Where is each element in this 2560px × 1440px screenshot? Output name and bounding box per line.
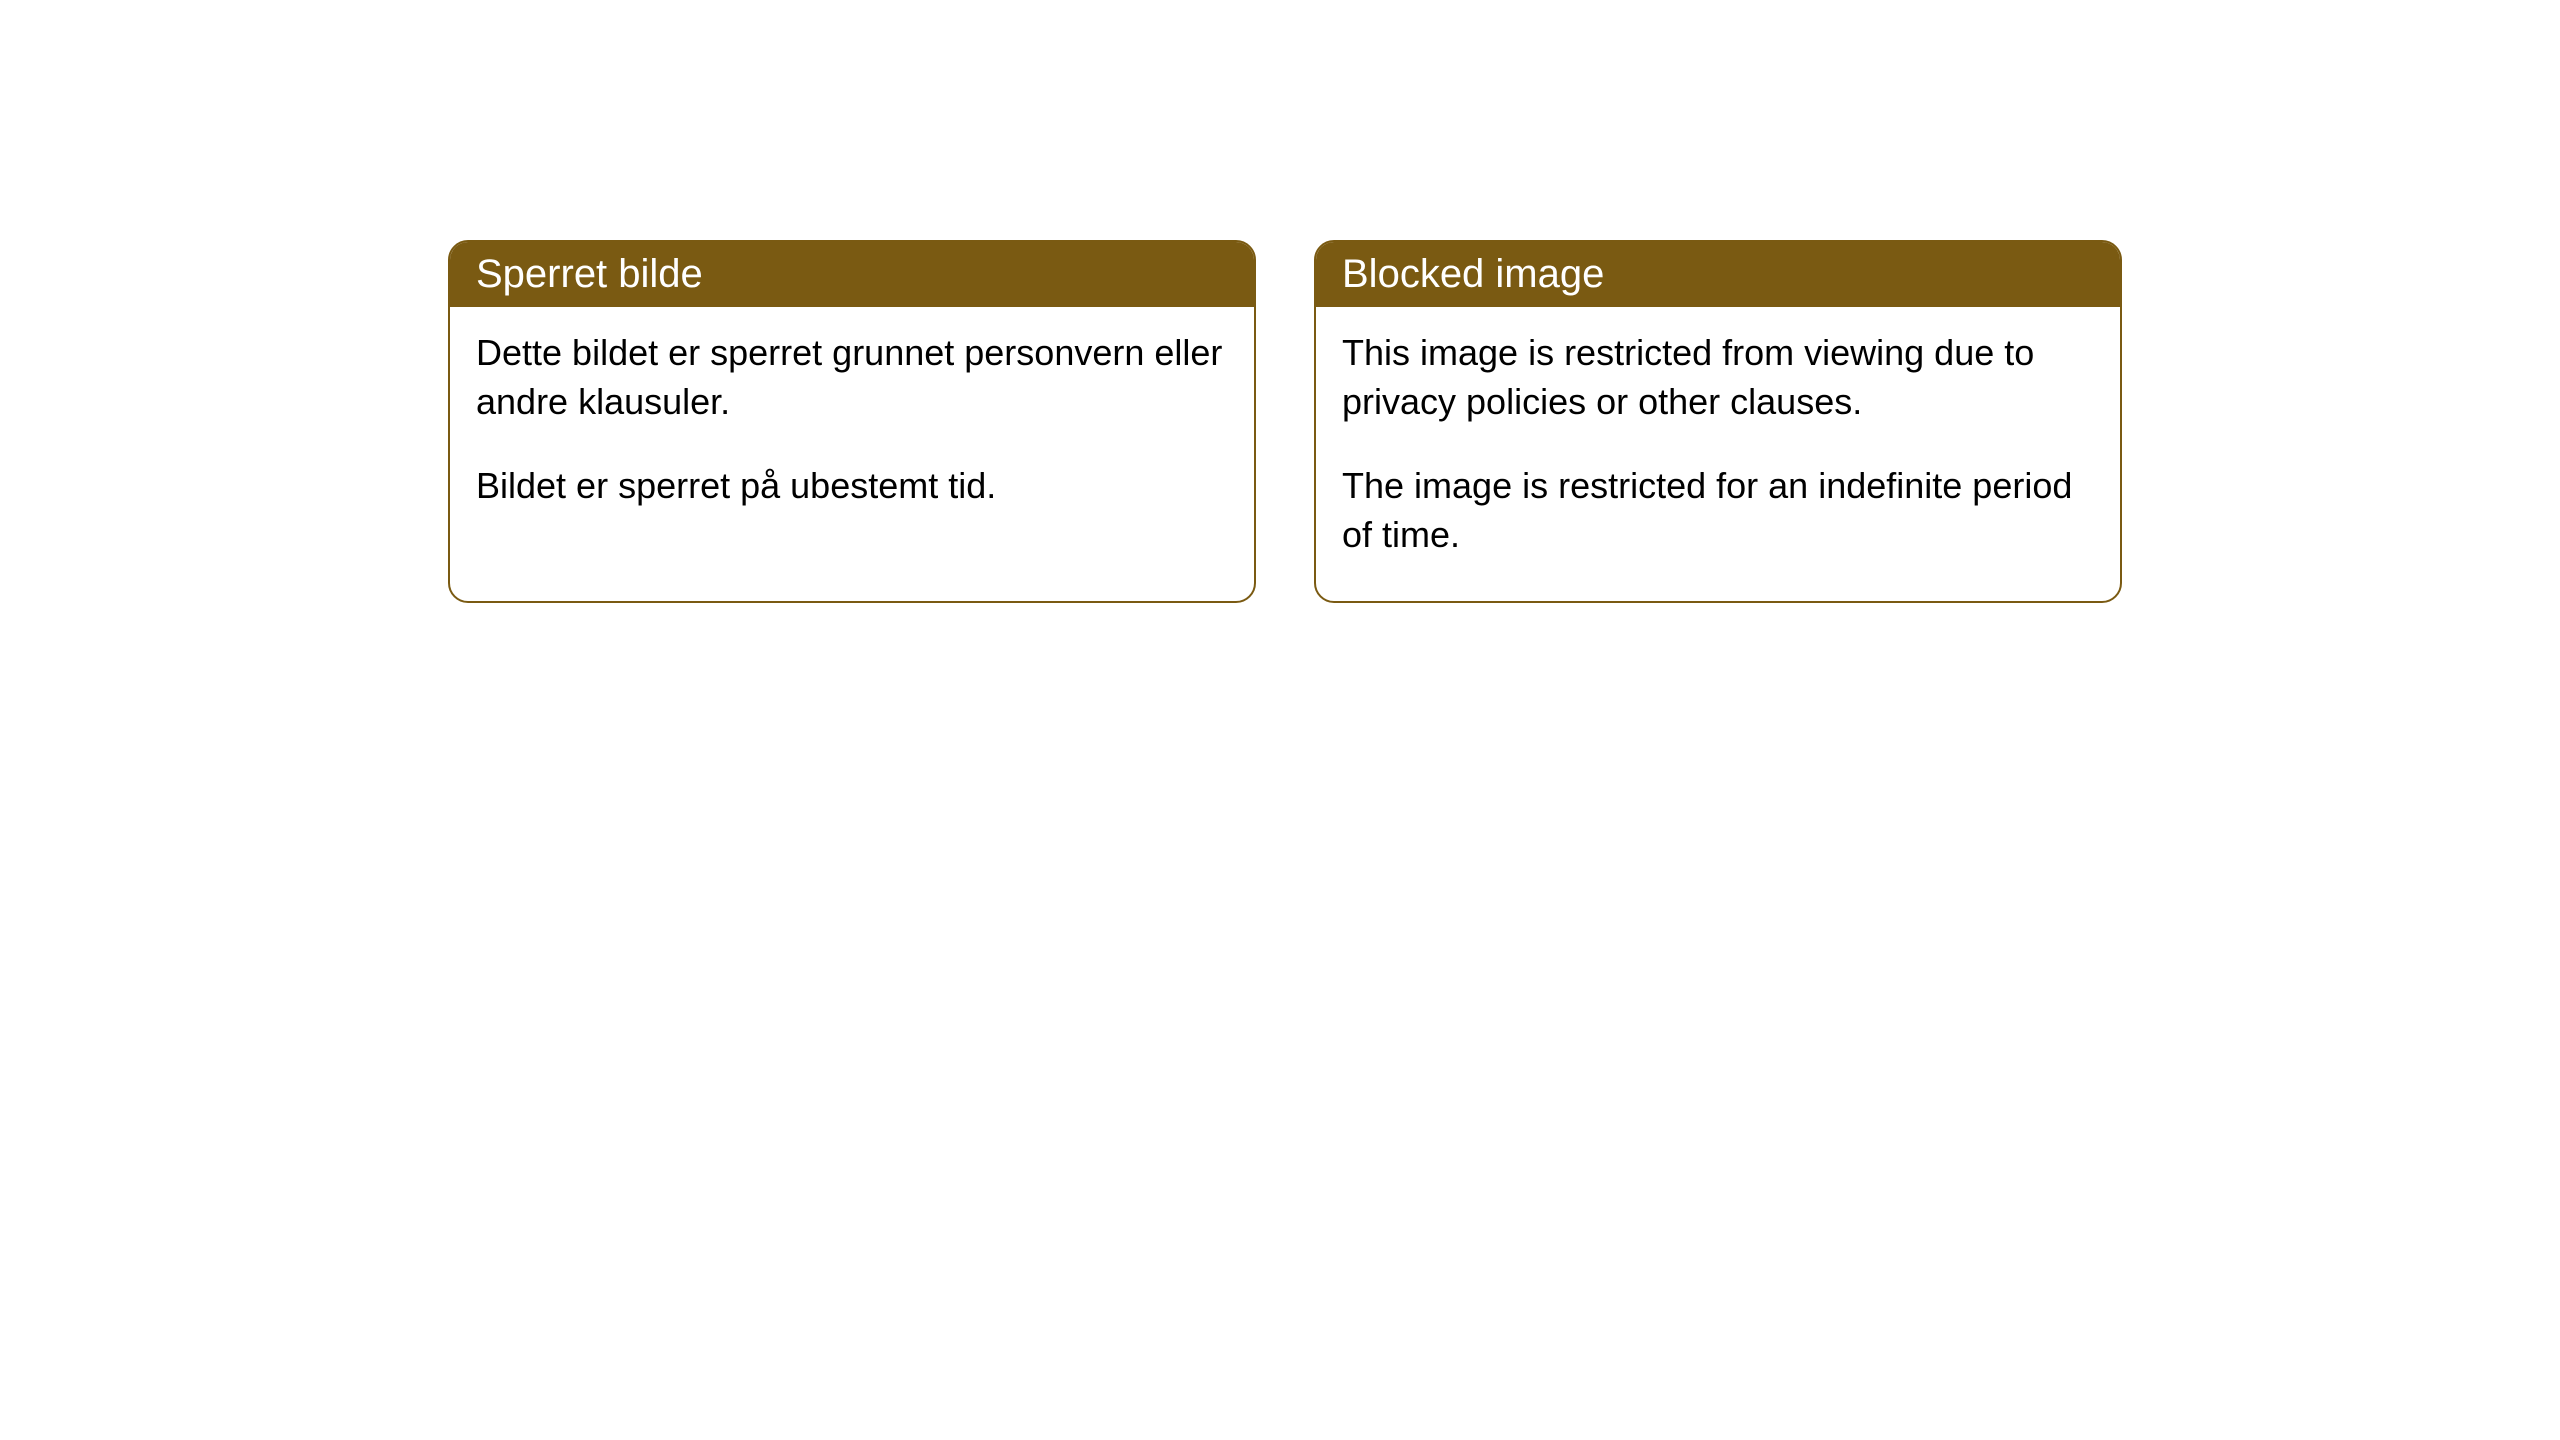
notice-card-english: Blocked image This image is restricted f…: [1314, 240, 2122, 603]
card-body: This image is restricted from viewing du…: [1316, 307, 2120, 601]
card-body: Dette bildet er sperret grunnet personve…: [450, 307, 1254, 553]
card-header: Sperret bilde: [450, 242, 1254, 307]
card-header: Blocked image: [1316, 242, 2120, 307]
card-title: Sperret bilde: [476, 252, 703, 296]
notice-cards-container: Sperret bilde Dette bildet er sperret gr…: [448, 240, 2122, 603]
card-paragraph: This image is restricted from viewing du…: [1342, 329, 2094, 426]
card-paragraph: Bildet er sperret på ubestemt tid.: [476, 462, 1228, 511]
card-paragraph: The image is restricted for an indefinit…: [1342, 462, 2094, 559]
card-title: Blocked image: [1342, 252, 1604, 296]
notice-card-norwegian: Sperret bilde Dette bildet er sperret gr…: [448, 240, 1256, 603]
card-paragraph: Dette bildet er sperret grunnet personve…: [476, 329, 1228, 426]
